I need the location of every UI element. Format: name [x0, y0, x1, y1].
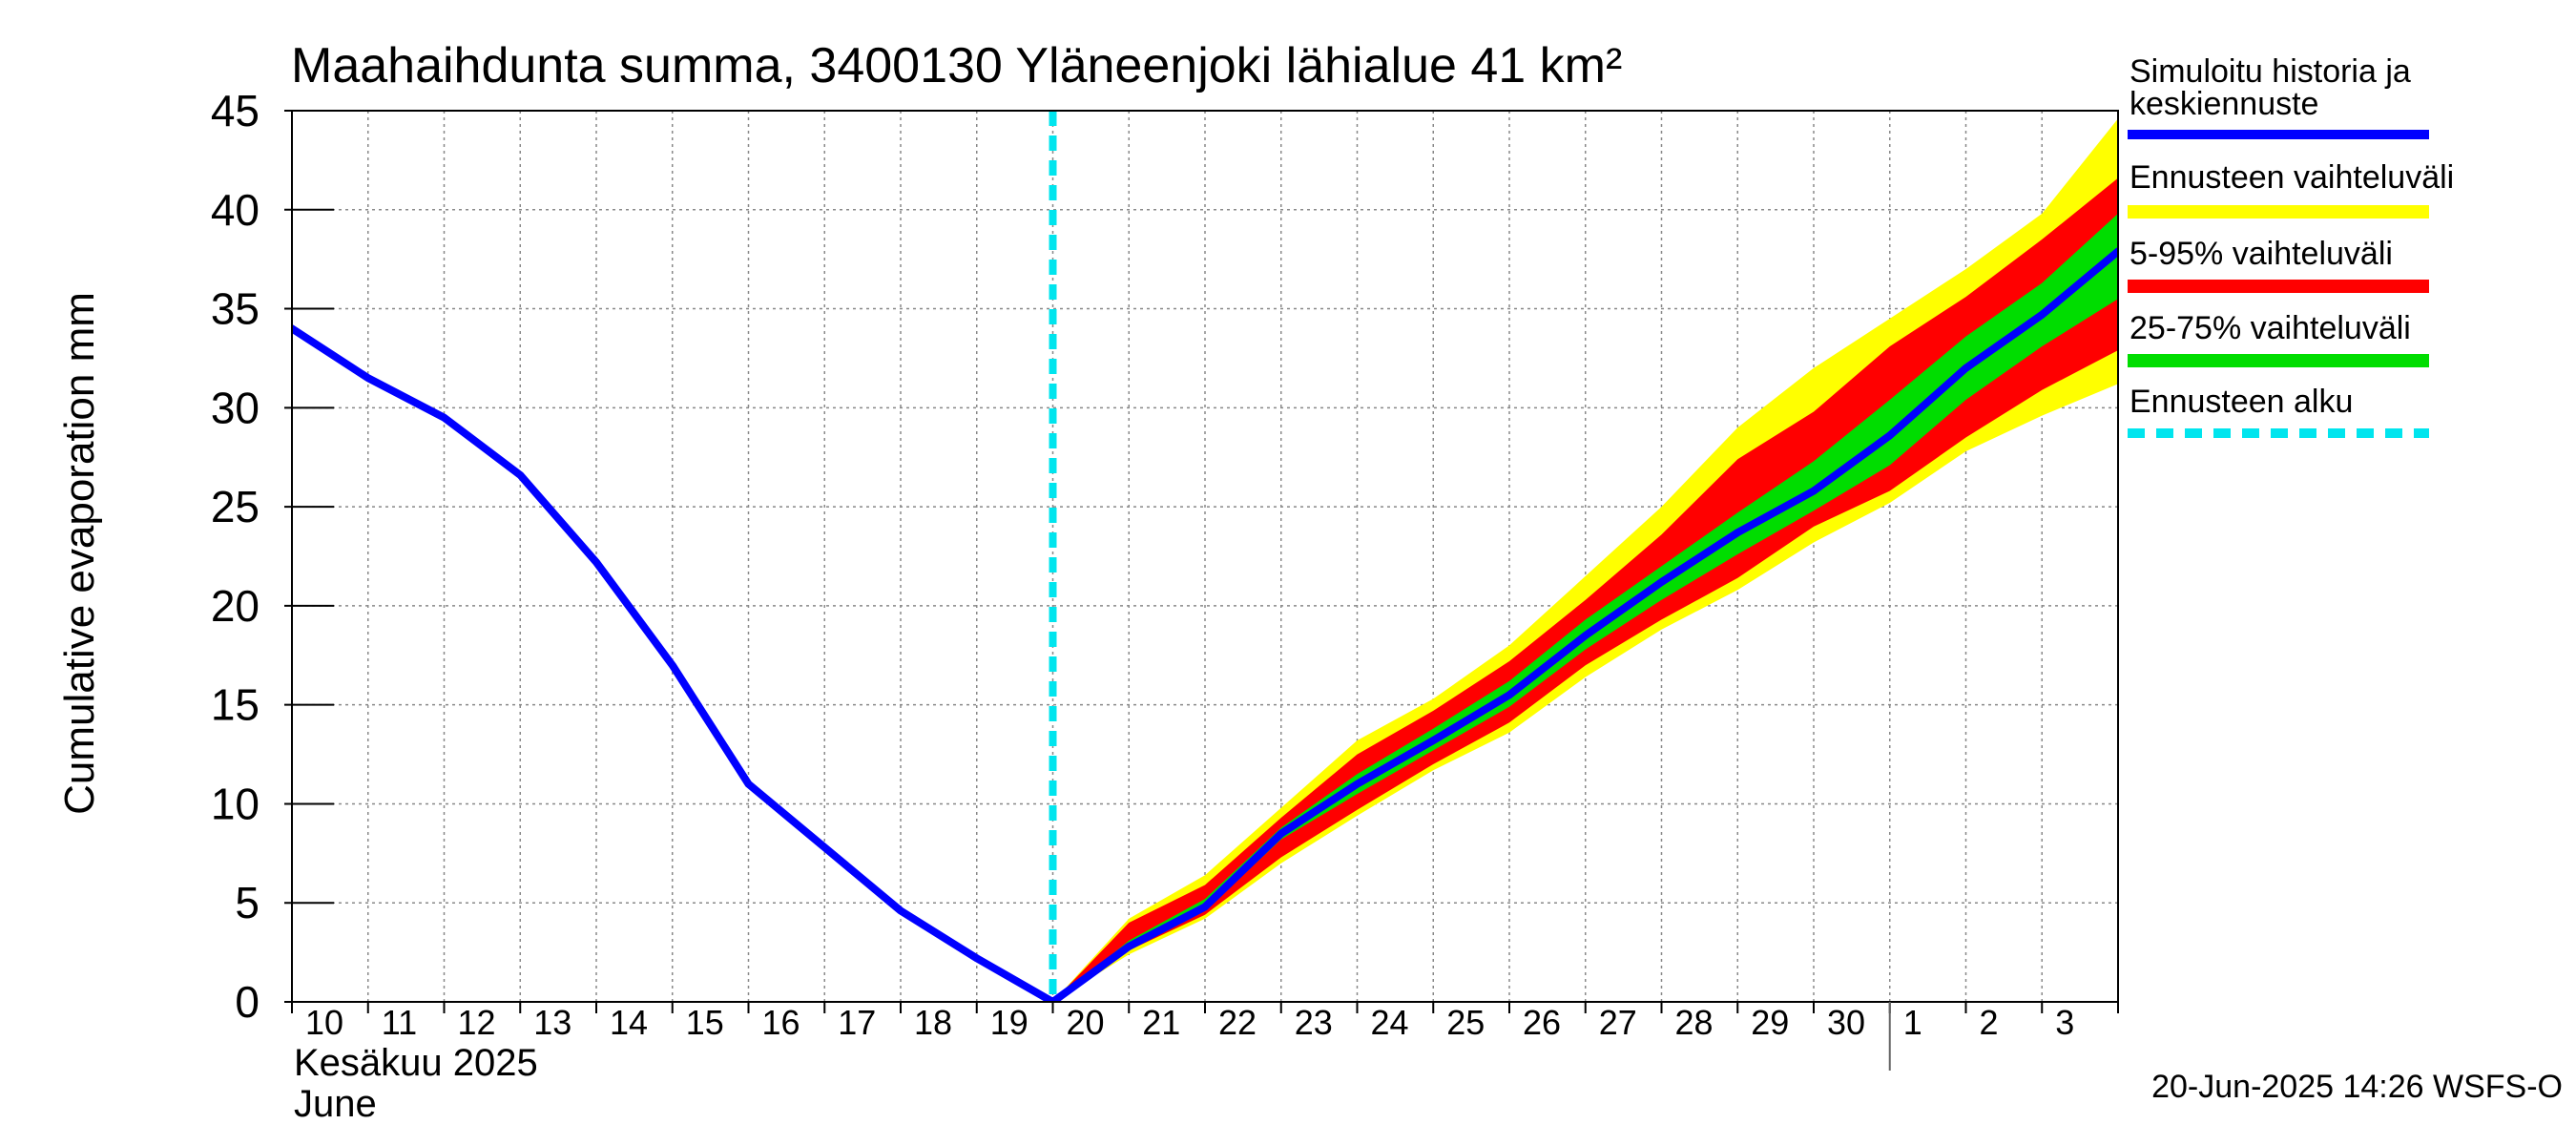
x-tick-label: 29	[1751, 1003, 1789, 1042]
data-point	[1888, 434, 1891, 437]
data-point	[900, 909, 902, 912]
legend-label-history: Simuloitu historia ja keskiennuste	[2129, 53, 2420, 122]
data-point	[823, 846, 826, 849]
data-point	[1356, 782, 1359, 785]
x-tick-label: 20	[1067, 1003, 1105, 1042]
data-point	[519, 473, 522, 476]
y-tick-label: 5	[235, 878, 260, 927]
y-tick-label: 30	[211, 383, 260, 432]
data-point	[2041, 313, 2044, 316]
legend-swatch-25-75	[2128, 354, 2429, 367]
chart-title: Maahaihdunta summa, 3400130 Yläneenjoki …	[291, 38, 1622, 94]
legend-label-range: Ennusteen vaihteluväli	[2129, 159, 2454, 196]
x-tick-label: 3	[2055, 1003, 2074, 1042]
x-tick-label: 27	[1599, 1003, 1637, 1042]
y-tick-label: 15	[211, 680, 260, 730]
x-tick-label: 25	[1446, 1003, 1485, 1042]
x-tick-label: 18	[914, 1003, 952, 1042]
series-lines	[292, 111, 2118, 1002]
legend-label-forecast-start: Ennusteen alku	[2129, 384, 2353, 420]
grid	[292, 111, 2118, 1002]
x-tick-label: 23	[1295, 1003, 1333, 1042]
x-tick-label: 14	[610, 1003, 648, 1042]
data-point	[1508, 694, 1510, 697]
x-tick-label: 10	[305, 1003, 343, 1042]
x-tick-label: 12	[458, 1003, 496, 1042]
x-tick-label: 22	[1218, 1003, 1257, 1042]
data-point	[1660, 581, 1663, 583]
data-point	[595, 561, 597, 564]
legend-label-5-95: 5-95% vaihteluväli	[2129, 236, 2393, 272]
legend-swatch-range	[2128, 205, 2429, 219]
data-point	[1813, 489, 1815, 492]
x-tick-label: 16	[762, 1003, 800, 1042]
legend-swatch-5-95	[2128, 280, 2429, 293]
x-tick-label: 15	[686, 1003, 724, 1042]
data-point	[1736, 531, 1739, 534]
data-point	[1279, 832, 1282, 835]
x-tick-label: 30	[1827, 1003, 1865, 1042]
month-label-en: June	[294, 1083, 377, 1125]
x-tick-label: 13	[533, 1003, 571, 1042]
data-point	[1432, 739, 1435, 741]
x-tick-label: 17	[838, 1003, 876, 1042]
month-label-fi: Kesäkuu 2025	[294, 1042, 538, 1084]
y-tick-label: 45	[211, 86, 260, 135]
y-tick-label: 35	[211, 284, 260, 334]
x-tick-label: 2	[1980, 1003, 1999, 1042]
y-axis-label: Cumulative evaporation mm	[56, 292, 103, 815]
data-point	[1584, 635, 1587, 636]
y-tick-label: 20	[211, 581, 260, 631]
y-axis: 0 5 10 15 20 25 30 35 40 45	[211, 86, 334, 1027]
legend: Simuloitu historia ja keskiennuste Ennus…	[2128, 53, 2454, 438]
data-point	[975, 957, 978, 960]
data-point	[671, 664, 674, 667]
x-tick-label: 21	[1142, 1003, 1180, 1042]
data-point	[747, 782, 750, 785]
legend-label-25-75: 25-75% vaihteluväli	[2129, 310, 2411, 346]
y-tick-label: 40	[211, 185, 260, 235]
legend-swatch-history	[2128, 130, 2429, 139]
x-tick-label: 28	[1675, 1003, 1714, 1042]
y-tick-label: 10	[211, 779, 260, 828]
data-point	[443, 416, 446, 419]
data-point	[366, 377, 369, 380]
x-tick-label: 26	[1523, 1003, 1561, 1042]
x-axis: 10 11 12 13 14 15 16 17 18 19 20 21 22 23 24 25 26 27 28 29…	[291, 1002, 2119, 1071]
x-tick-label: 19	[990, 1003, 1028, 1042]
y-tick-label: 0	[235, 977, 260, 1027]
data-point	[1964, 366, 1967, 369]
y-tick-label: 25	[211, 482, 260, 531]
x-tick-label: 11	[382, 1003, 417, 1042]
x-tick-label: 1	[1903, 1003, 1922, 1042]
band-5-95	[1052, 177, 2118, 1002]
data-point	[1204, 906, 1206, 908]
x-tick-label: 24	[1371, 1003, 1409, 1042]
timestamp: 20-Jun-2025 14:26 WSFS-O	[2151, 1069, 2563, 1105]
band-range	[1052, 118, 2118, 1002]
data-point	[1128, 945, 1131, 947]
